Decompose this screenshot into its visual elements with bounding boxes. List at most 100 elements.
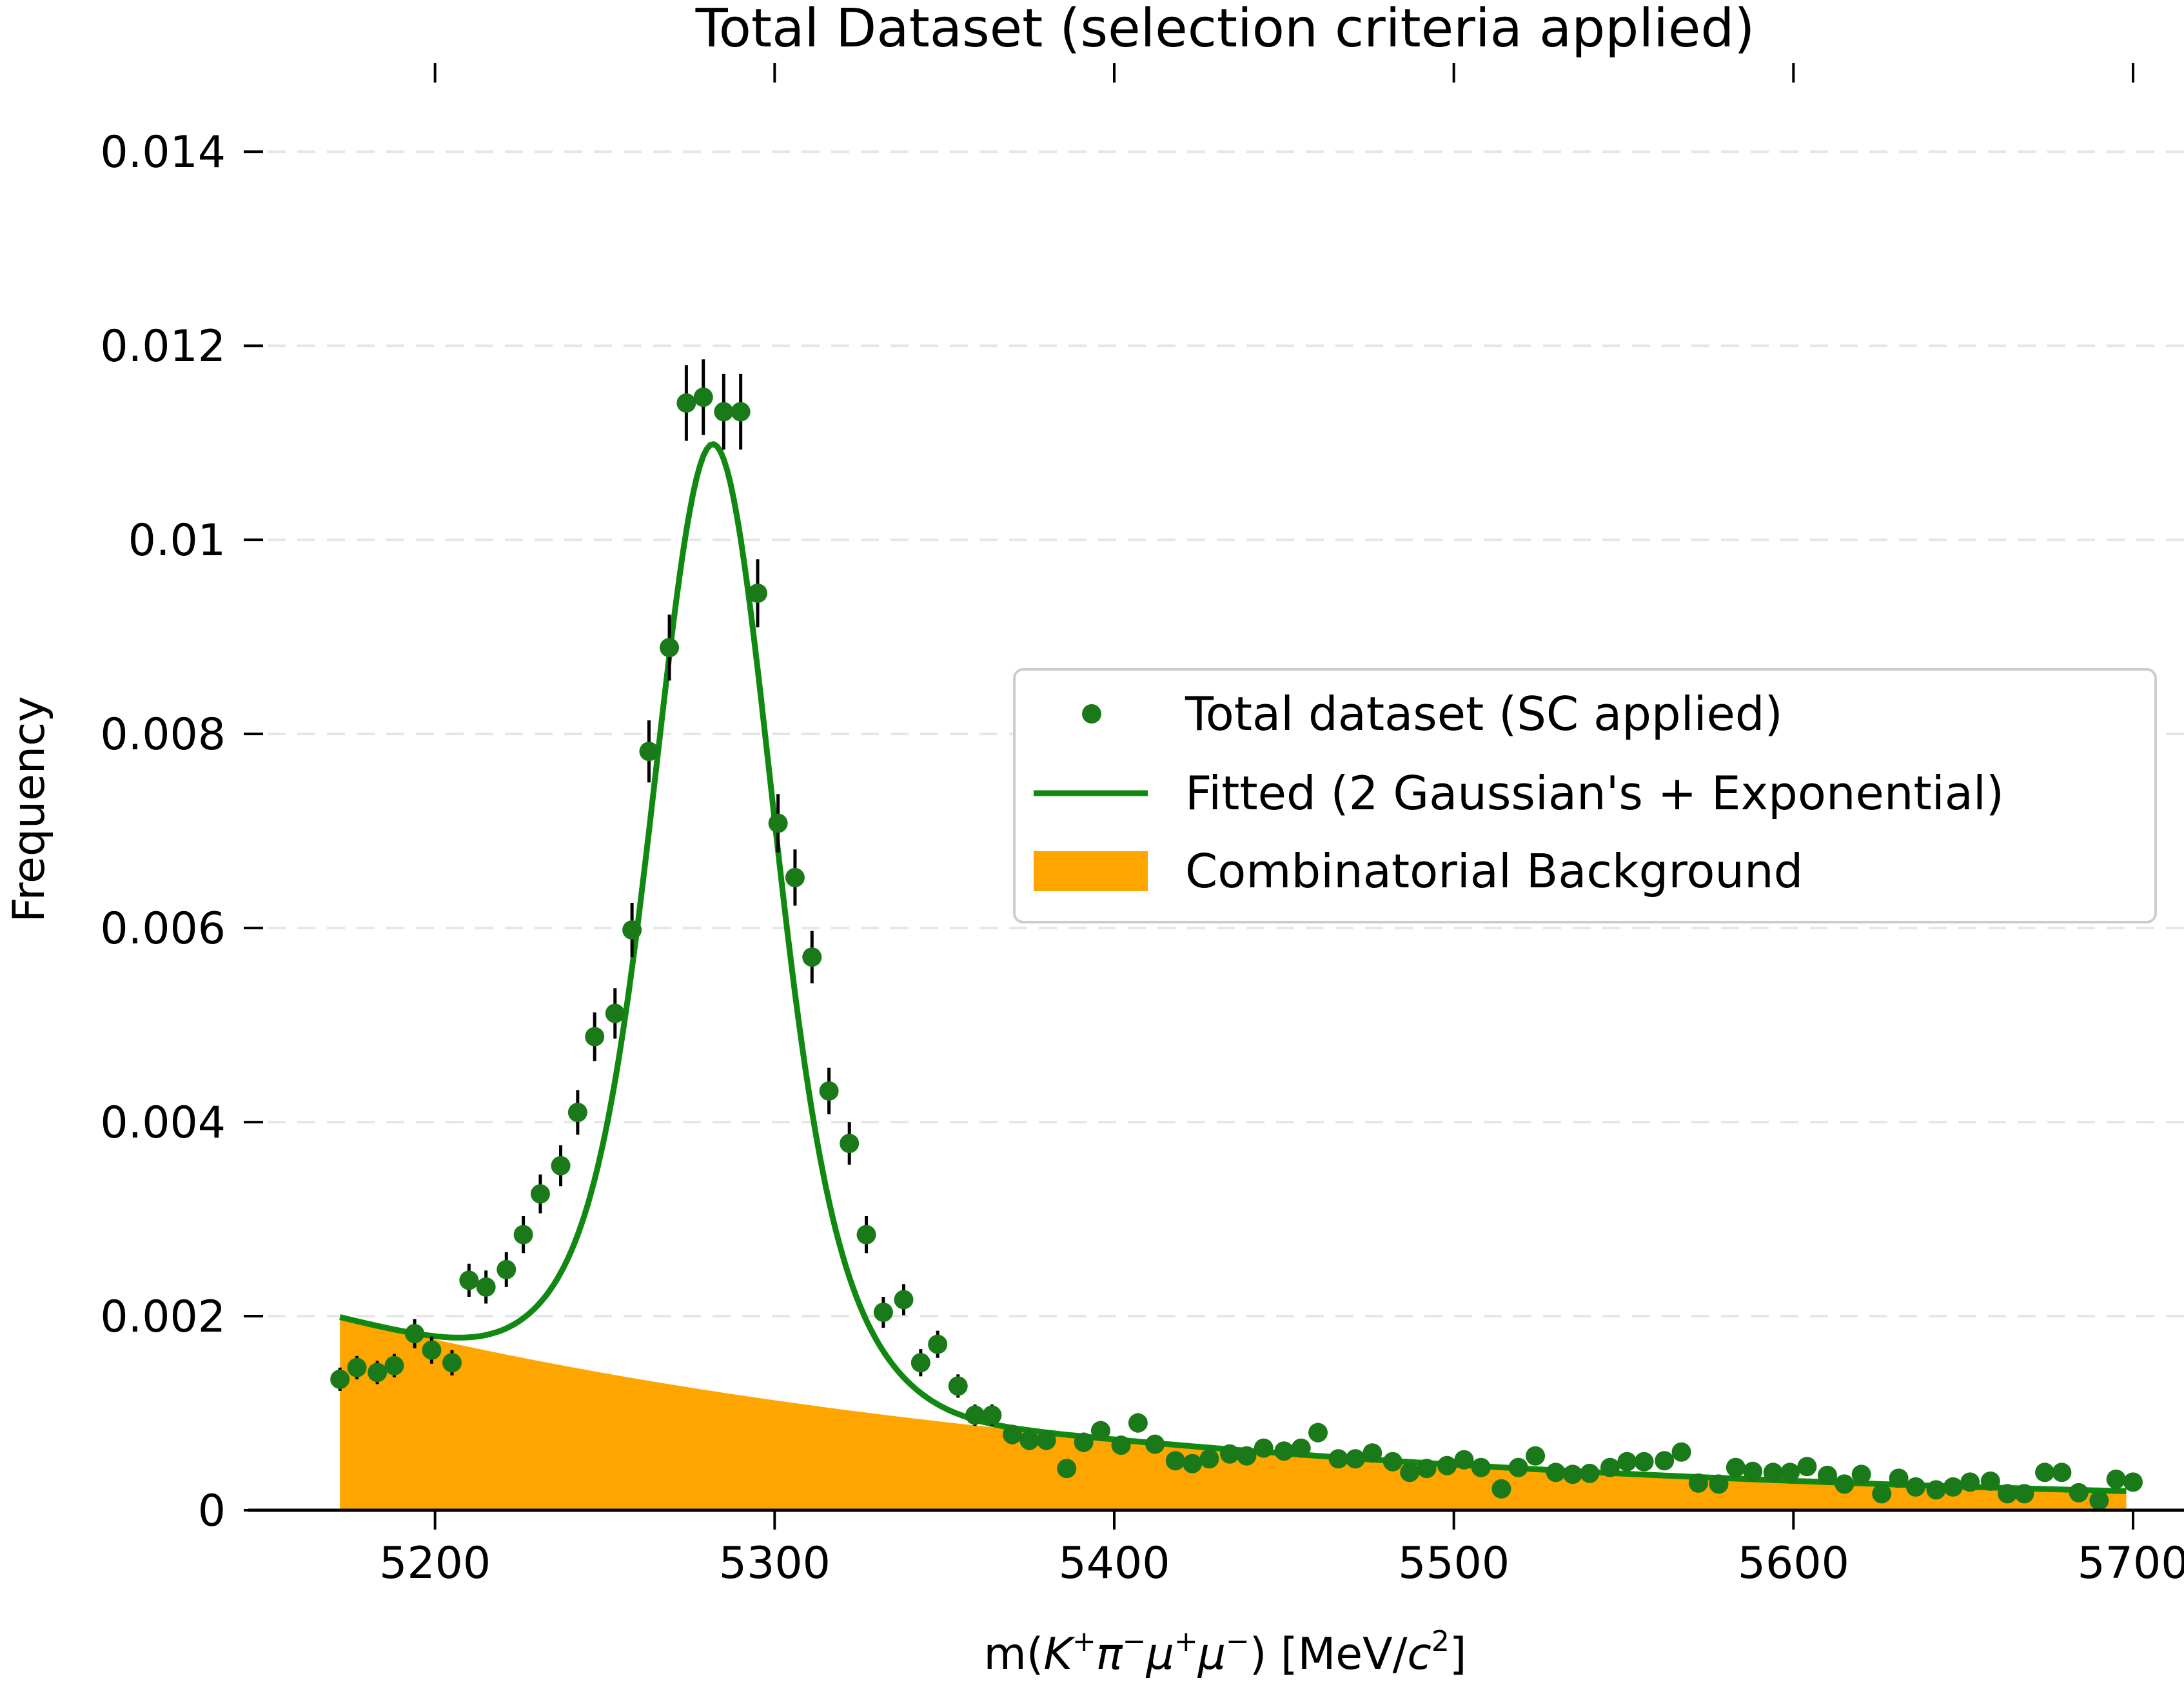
data-point — [585, 1027, 605, 1047]
y-tick-label: 0.006 — [100, 903, 226, 954]
data-point — [1743, 1461, 1763, 1481]
data-point — [1563, 1464, 1582, 1484]
data-point — [714, 402, 734, 422]
data-point — [1328, 1449, 1348, 1469]
data-point — [965, 1405, 985, 1425]
data-point — [2069, 1483, 2089, 1503]
data-point — [1220, 1444, 1240, 1464]
data-point — [894, 1290, 914, 1310]
data-point — [1074, 1432, 1094, 1452]
data-point — [567, 1103, 587, 1123]
data-point — [513, 1225, 533, 1245]
data-point — [1763, 1463, 1783, 1483]
data-point — [1382, 1452, 1402, 1472]
data-point — [1291, 1438, 1311, 1458]
data-point — [1905, 1477, 1925, 1497]
data-point — [1003, 1424, 1022, 1444]
data-point — [422, 1340, 442, 1360]
data-point — [1835, 1474, 1854, 1494]
data-point — [856, 1225, 876, 1245]
data-point — [497, 1259, 516, 1279]
data-point — [1872, 1484, 1892, 1504]
data-point — [676, 393, 696, 413]
y-tick-label: 0.014 — [100, 127, 226, 178]
data-point — [368, 1363, 388, 1383]
data-point — [459, 1270, 479, 1290]
data-point — [476, 1277, 496, 1297]
data-point — [1090, 1421, 1110, 1441]
combinatorial-background-area — [340, 1317, 2127, 1510]
data-point — [1237, 1446, 1257, 1466]
data-point — [873, 1303, 893, 1323]
legend-label-fit: Fitted (2 Gaussian's + Exponential) — [1185, 766, 2004, 820]
legend-label-background: Combinatorial Background — [1185, 844, 1803, 898]
data-point — [1508, 1457, 1528, 1477]
data-point — [1183, 1453, 1203, 1473]
data-point — [1580, 1463, 1600, 1483]
x-tick-label: 5200 — [379, 1538, 491, 1589]
data-point — [1980, 1471, 2000, 1491]
data-point — [785, 867, 805, 887]
x-axis-title: m(K+π−μ+μ−) [MeV/c2] — [984, 1625, 1467, 1680]
data-point — [768, 813, 788, 833]
data-point — [1491, 1479, 1511, 1499]
data-point — [1546, 1463, 1566, 1483]
data-point — [2089, 1490, 2109, 1510]
data-point — [1274, 1441, 1294, 1461]
data-point — [1655, 1451, 1675, 1471]
data-point — [693, 387, 713, 407]
data-point — [731, 402, 751, 422]
axes: 0 0.002 0.004 0.006 0.008 0.01 0.012 0.014 5200 5… — [100, 63, 2184, 1589]
data-point — [405, 1324, 425, 1344]
data-point — [1709, 1474, 1729, 1494]
data-point — [982, 1405, 1002, 1425]
data-point — [551, 1156, 571, 1176]
data-point — [1960, 1472, 1980, 1492]
data-point — [910, 1353, 930, 1373]
data-point — [1454, 1450, 1474, 1470]
data-point — [2052, 1463, 2072, 1483]
data-point — [1165, 1451, 1185, 1471]
data-point — [948, 1376, 968, 1396]
data-point — [1363, 1443, 1382, 1463]
data-point — [1617, 1452, 1637, 1472]
x-tick-label: 5600 — [1738, 1538, 1849, 1589]
x-tick-label: 5400 — [1058, 1538, 1170, 1589]
data-point — [1671, 1442, 1691, 1462]
data-point — [1797, 1457, 1817, 1477]
background-area-layer — [340, 1317, 2127, 1510]
y-tick-label: 0.01 — [128, 515, 226, 566]
data-point — [1471, 1457, 1491, 1477]
y-tick-label: 0.012 — [100, 321, 226, 372]
legend-patch-marker — [1034, 851, 1148, 891]
x-tick-label: 5700 — [2077, 1538, 2184, 1589]
data-point — [1526, 1446, 1546, 1466]
data-point — [840, 1134, 860, 1154]
data-point — [1145, 1434, 1165, 1454]
legend: Total dataset (SC applied) Fitted (2 Gau… — [1013, 668, 2157, 923]
data-point — [1780, 1463, 1800, 1483]
y-tick-label: 0.004 — [100, 1098, 226, 1148]
data-point — [2035, 1463, 2055, 1483]
data-point — [605, 1003, 625, 1023]
data-point — [1634, 1452, 1654, 1472]
data-point — [1851, 1464, 1871, 1484]
data-point — [802, 947, 822, 967]
x-tick-label: 5500 — [1398, 1538, 1510, 1589]
data-point — [330, 1369, 350, 1389]
data-point — [1889, 1468, 1909, 1488]
data-point-layer — [330, 387, 2143, 1510]
chart-title: Total Dataset (selection criteria applie… — [695, 0, 1755, 59]
data-point — [1308, 1423, 1328, 1443]
data-point — [1818, 1465, 1837, 1485]
data-point — [1400, 1463, 1420, 1483]
data-point — [1417, 1459, 1437, 1479]
data-point — [1345, 1449, 1365, 1469]
data-point — [530, 1184, 550, 1204]
data-point — [1111, 1435, 1131, 1455]
data-point — [1600, 1457, 1620, 1477]
data-point — [1998, 1484, 2018, 1504]
data-point — [2106, 1469, 2126, 1489]
data-point — [384, 1355, 404, 1375]
legend-label-data: Total dataset (SC applied) — [1185, 687, 1783, 741]
